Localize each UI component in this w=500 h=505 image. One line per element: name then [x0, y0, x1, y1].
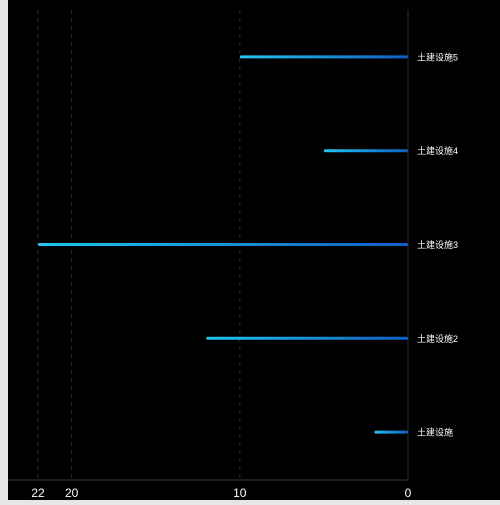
x-tick-label-20: 20 — [65, 486, 79, 500]
x-tick-label-22: 22 — [31, 486, 45, 500]
bar-chart: 0 10 20 22 土建设施 土建设施2 土建设施3 土建设施4 土建设施5 — [8, 10, 458, 500]
chart-panel: 0 10 20 22 土建设施 土建设施2 土建设施3 土建设施4 土建设施5 — [8, 0, 500, 500]
category-label-1: 土建设施 — [417, 427, 453, 438]
category-label-2: 土建设施2 — [417, 333, 458, 344]
bar-2 — [206, 336, 408, 340]
x-tick-label-10: 10 — [233, 486, 247, 500]
category-label-5: 土建设施5 — [417, 51, 458, 62]
bar-3 — [38, 243, 408, 246]
x-axis: 0 10 20 22 — [8, 479, 412, 500]
category-label-3: 土建设施3 — [417, 239, 458, 250]
bar-1 — [374, 430, 408, 434]
bar-5 — [239, 55, 408, 59]
bar-4 — [323, 149, 408, 153]
x-tick-label-0: 0 — [405, 486, 412, 500]
category-labels: 土建设施 土建设施2 土建设施3 土建设施4 土建设施5 — [417, 51, 458, 437]
bars — [38, 55, 408, 434]
category-label-4: 土建设施4 — [417, 145, 458, 156]
